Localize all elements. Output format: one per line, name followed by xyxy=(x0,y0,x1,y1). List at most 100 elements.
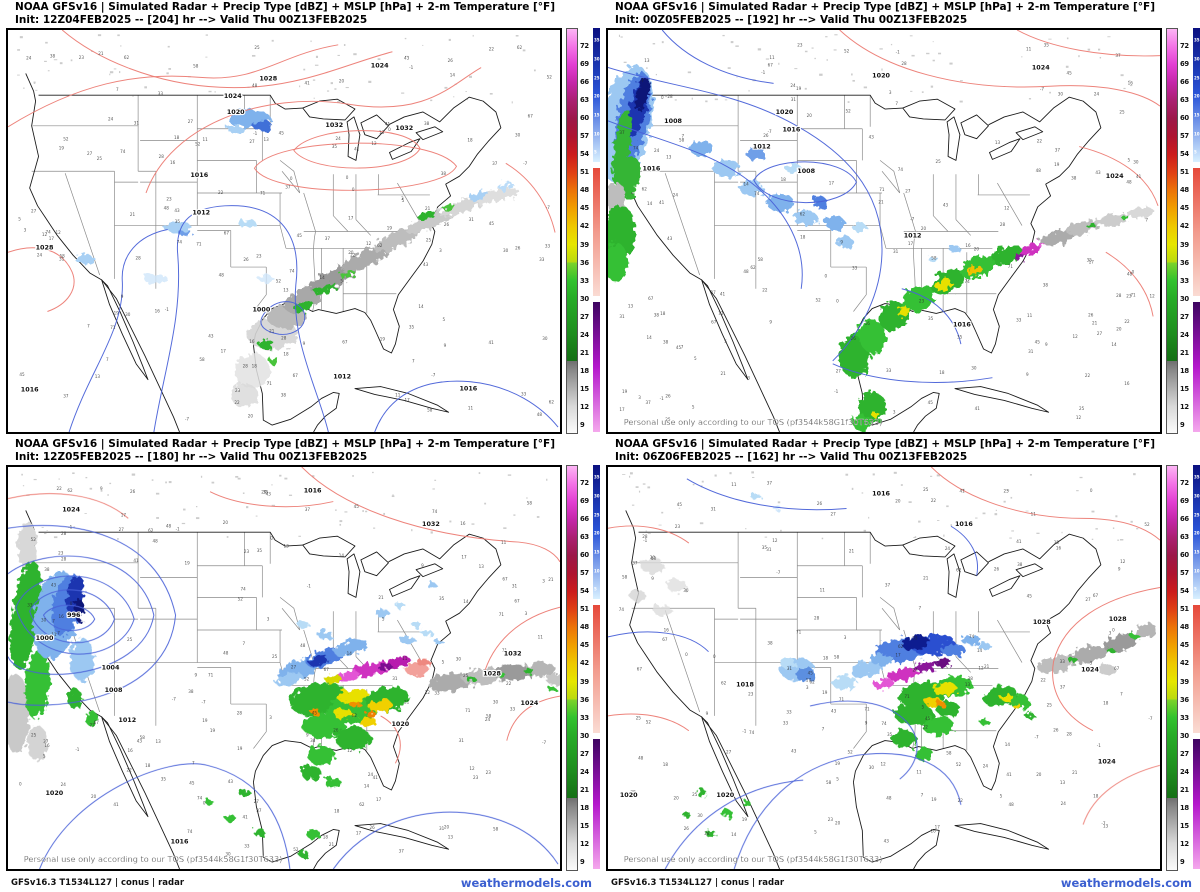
svg-text:0: 0 xyxy=(19,782,22,787)
svg-text:38: 38 xyxy=(310,738,316,743)
svg-text:67: 67 xyxy=(224,231,230,236)
svg-text:3: 3 xyxy=(542,578,545,583)
svg-text:1016: 1016 xyxy=(21,385,39,393)
svg-text:25: 25 xyxy=(692,792,698,797)
svg-text:18: 18 xyxy=(252,363,258,368)
svg-text:-1: -1 xyxy=(742,729,746,734)
svg-text:9: 9 xyxy=(121,294,124,299)
svg-text:26: 26 xyxy=(1053,728,1059,733)
svg-text:3: 3 xyxy=(747,375,750,380)
station-temperatures: 2031125951812262224457283803713-77421337… xyxy=(619,480,1153,843)
svg-text:74: 74 xyxy=(619,607,625,612)
svg-text:23: 23 xyxy=(919,298,925,303)
svg-text:3: 3 xyxy=(1090,661,1093,666)
svg-text:71: 71 xyxy=(499,612,505,617)
dbz-colorbar: 72 69 66 63 60 57 54 51 48 45 42 39 36 33 30 27 24 21 18 15… xyxy=(565,28,600,434)
svg-text:71: 71 xyxy=(864,706,870,711)
svg-text:74: 74 xyxy=(120,149,126,154)
svg-text:27: 27 xyxy=(1085,597,1091,602)
svg-text:43: 43 xyxy=(174,208,180,213)
svg-text:45: 45 xyxy=(1027,594,1033,599)
ptype-scale-freezing xyxy=(1193,302,1200,432)
dbz-tick-label: 18 xyxy=(1180,366,1189,375)
dbz-tick-label: 9 xyxy=(1180,857,1185,866)
svg-text:11: 11 xyxy=(916,769,922,774)
snow-scale-tick-label: 25 xyxy=(594,75,600,81)
svg-text:1012: 1012 xyxy=(118,716,136,724)
svg-text:21: 21 xyxy=(548,577,554,582)
svg-text:1016: 1016 xyxy=(304,487,322,495)
svg-text:37: 37 xyxy=(1115,53,1121,58)
svg-text:20: 20 xyxy=(807,113,813,118)
model-run-info: GFSv16.3 T1534L127 | conus | radar xyxy=(11,877,185,888)
svg-text:0: 0 xyxy=(203,800,206,805)
panel-title: NOAA GFSv16 | Simulated Radar + Precip T… xyxy=(615,1,1156,13)
svg-text:26: 26 xyxy=(369,825,375,830)
svg-text:23: 23 xyxy=(828,817,834,822)
svg-text:1024: 1024 xyxy=(1098,757,1116,765)
svg-text:41: 41 xyxy=(305,81,311,86)
svg-text:21: 21 xyxy=(425,206,431,211)
dbz-scale-main xyxy=(1166,465,1178,871)
svg-text:41: 41 xyxy=(354,146,360,151)
svg-text:9: 9 xyxy=(1026,372,1029,377)
svg-text:19: 19 xyxy=(822,690,828,695)
svg-text:31: 31 xyxy=(512,584,518,589)
svg-text:33: 33 xyxy=(912,636,918,641)
weathermodels-link[interactable]: weathermodels.com xyxy=(1060,875,1192,890)
dbz-tick-label: 66 xyxy=(580,78,589,87)
weathermodels-link[interactable]: weathermodels.com xyxy=(460,875,592,890)
svg-text:38: 38 xyxy=(654,312,660,317)
dbz-tick-label: 54 xyxy=(1180,587,1189,596)
svg-text:-1: -1 xyxy=(643,538,647,543)
svg-text:25: 25 xyxy=(1047,702,1053,707)
svg-text:1016: 1016 xyxy=(955,520,973,528)
dbz-tick-label: 18 xyxy=(1180,803,1189,812)
svg-text:17: 17 xyxy=(829,181,835,186)
dbz-tick-label: 39 xyxy=(1180,677,1189,686)
svg-text:33: 33 xyxy=(852,266,858,271)
svg-text:38: 38 xyxy=(281,392,287,397)
svg-text:35: 35 xyxy=(332,144,338,149)
svg-text:48: 48 xyxy=(1126,180,1132,185)
panel-header: NOAA GFSv16 | Simulated Radar + Precip T… xyxy=(615,438,1195,464)
svg-text:12: 12 xyxy=(371,141,377,146)
svg-text:37: 37 xyxy=(492,161,498,166)
dbz-tick-label: 36 xyxy=(1180,258,1189,267)
svg-text:48: 48 xyxy=(1008,802,1014,807)
svg-text:22: 22 xyxy=(56,486,62,491)
svg-text:43: 43 xyxy=(228,779,234,784)
svg-text:22: 22 xyxy=(1041,678,1047,683)
svg-text:26: 26 xyxy=(515,245,521,250)
dbz-tick-label: 45 xyxy=(580,641,589,650)
svg-text:21: 21 xyxy=(878,199,884,204)
svg-text:48: 48 xyxy=(638,756,644,761)
svg-text:1000: 1000 xyxy=(252,305,270,313)
snow-scale-tick-label: 35 xyxy=(594,37,600,43)
dbz-colorbar: 72 69 66 63 60 57 54 51 48 45 42 39 36 33 30 27 24 21 18 15… xyxy=(1165,465,1200,871)
svg-text:11: 11 xyxy=(1031,512,1037,517)
dbz-tick-label: 33 xyxy=(1180,276,1189,285)
panel-init-line: Init: 00Z05FEB2025 -- [192] hr --> Valid… xyxy=(615,14,968,26)
svg-text:3: 3 xyxy=(806,685,809,690)
svg-text:18: 18 xyxy=(174,135,180,140)
svg-text:11: 11 xyxy=(1026,47,1032,52)
svg-text:62: 62 xyxy=(377,243,383,248)
svg-text:0: 0 xyxy=(1112,628,1115,633)
svg-text:18: 18 xyxy=(467,138,473,143)
svg-text:33: 33 xyxy=(244,843,250,848)
radar-blobs xyxy=(75,110,520,408)
dbz-tick-label: 63 xyxy=(580,533,589,542)
svg-text:28: 28 xyxy=(136,256,142,261)
dbz-tick-label: 27 xyxy=(580,312,589,321)
svg-text:43: 43 xyxy=(869,135,875,140)
snow-scale-tick-label: 10 xyxy=(1194,131,1200,137)
svg-text:19: 19 xyxy=(742,817,748,822)
svg-text:30: 30 xyxy=(683,588,689,593)
svg-text:1008: 1008 xyxy=(105,686,123,694)
forecast-map: 2741481743351631-11420311259518122622244… xyxy=(608,30,1160,432)
svg-text:33: 33 xyxy=(783,720,789,725)
svg-text:41: 41 xyxy=(975,406,981,411)
svg-text:0: 0 xyxy=(388,127,391,132)
svg-text:28: 28 xyxy=(1000,222,1006,227)
